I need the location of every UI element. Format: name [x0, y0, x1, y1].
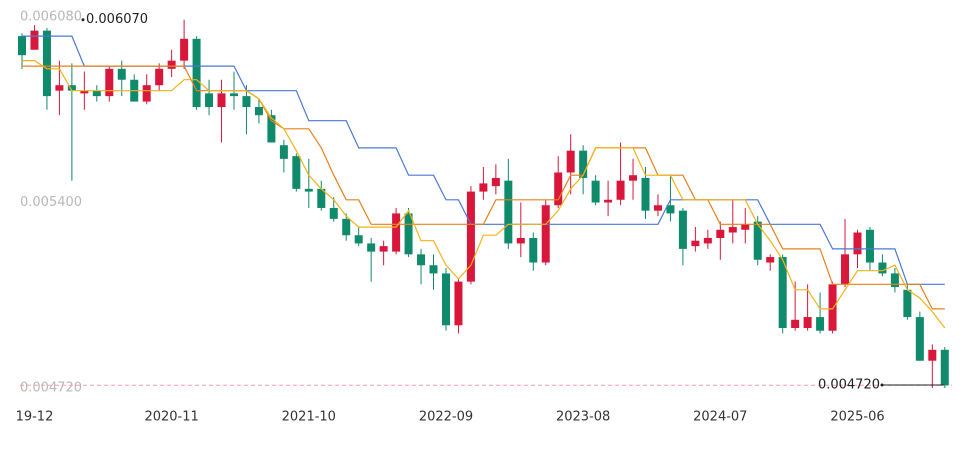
- candle-body: [491, 177, 500, 187]
- candle-body: [466, 191, 475, 282]
- y-tick-label: 0.006080: [20, 10, 82, 25]
- x-tick-label: 2024-07: [693, 410, 747, 425]
- indicator-line: [22, 65, 945, 310]
- candle-body: [367, 243, 376, 252]
- x-tick-label: 2023-08: [556, 410, 610, 425]
- candle-body: [342, 218, 351, 236]
- candle-body: [192, 38, 201, 108]
- candle-body: [703, 237, 712, 244]
- candle-body: [791, 319, 800, 328]
- candle-body: [317, 188, 326, 208]
- candle-body: [890, 273, 899, 288]
- candle-body: [878, 262, 887, 274]
- candle-body: [903, 289, 912, 318]
- candle-body: [180, 38, 189, 61]
- candle-body: [641, 177, 650, 211]
- candle-body: [604, 199, 613, 203]
- candle-body: [853, 232, 862, 255]
- candle-body: [18, 36, 26, 56]
- candle-body: [915, 317, 924, 361]
- min-marker-label: 0.004720: [818, 378, 880, 393]
- candle-body: [753, 221, 762, 260]
- candle-body: [691, 240, 700, 247]
- candle-body: [865, 229, 874, 263]
- candle-body: [554, 172, 563, 206]
- candle-body: [304, 188, 313, 192]
- candle-body: [354, 235, 363, 244]
- candle-body: [678, 210, 687, 249]
- candle-body: [42, 30, 51, 97]
- candle-body: [629, 175, 638, 181]
- candle-body: [653, 205, 662, 211]
- candle-body: [816, 317, 825, 331]
- candle-body: [417, 254, 426, 266]
- x-tick-label: 2021-10: [282, 410, 336, 425]
- candle-body: [441, 273, 450, 326]
- candle-body: [616, 180, 625, 200]
- candle-body: [529, 237, 538, 263]
- candle-body: [229, 93, 238, 97]
- candle-body: [778, 257, 787, 328]
- candle-body: [579, 150, 588, 178]
- candle-body: [117, 68, 126, 80]
- x-tick-label: 2025-06: [830, 410, 884, 425]
- candle-body: [828, 284, 837, 331]
- candle-body: [292, 156, 301, 189]
- candle-body: [541, 205, 550, 263]
- candle-body: [516, 237, 525, 244]
- candle-body: [254, 107, 263, 116]
- candle-body: [392, 213, 401, 252]
- candle-body: [666, 205, 675, 214]
- candle-body: [92, 90, 101, 97]
- candle-body: [504, 180, 513, 244]
- candle-body: [55, 85, 64, 91]
- candle-body: [329, 207, 338, 219]
- candle-body: [242, 96, 251, 108]
- candle-body: [591, 180, 600, 203]
- candle-body: [155, 68, 164, 86]
- candle-body: [716, 229, 725, 238]
- candle-body: [803, 317, 812, 328]
- y-tick-label: 0.005400: [20, 195, 82, 210]
- candle-body: [205, 93, 214, 108]
- indicator-line: [22, 60, 946, 329]
- candle-body: [279, 145, 288, 159]
- candle-body: [142, 85, 151, 102]
- candle-body: [217, 93, 226, 108]
- candle-body: [267, 115, 276, 143]
- candle-body: [80, 90, 89, 94]
- candle-body: [454, 281, 463, 326]
- x-tick-label: 2020-11: [144, 410, 198, 425]
- candle-body: [379, 246, 388, 252]
- candle-body: [167, 60, 176, 69]
- candle-body: [479, 183, 488, 192]
- candle-body: [928, 349, 937, 361]
- candle-body: [404, 213, 413, 255]
- max-marker: [81, 18, 85, 22]
- candle-body: [766, 257, 775, 263]
- candle-body: [67, 85, 76, 91]
- candle-body: [940, 349, 949, 386]
- max-marker-label: 0.006070: [86, 12, 148, 27]
- candle-body: [30, 30, 39, 50]
- candle-body: [728, 227, 737, 233]
- y-tick-label: 0.004720: [20, 381, 82, 396]
- min-marker-dot: [880, 383, 884, 387]
- candle-body: [429, 265, 438, 274]
- candle-body: [105, 68, 114, 97]
- candle-body: [841, 254, 850, 285]
- candle-body: [566, 150, 575, 173]
- x-tick-label: 2022-09: [419, 410, 473, 425]
- x-tick-label: 19-12: [16, 410, 54, 425]
- candle-body: [741, 224, 750, 230]
